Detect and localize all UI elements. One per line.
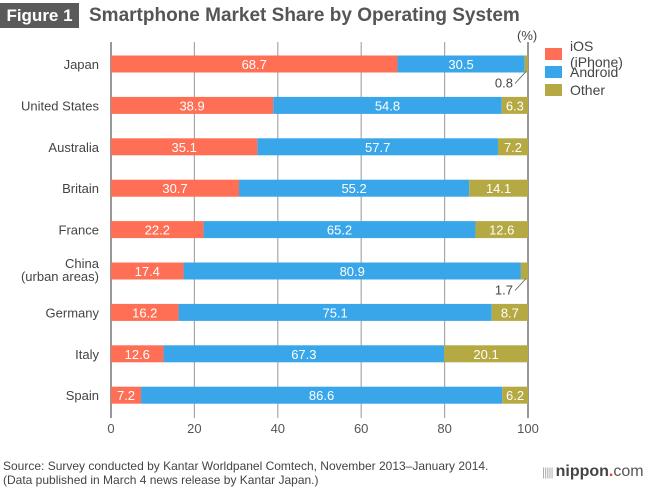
data-label: 7.2	[504, 140, 522, 155]
bar-segment-ios	[111, 345, 164, 363]
legend-swatch-other	[545, 84, 562, 96]
bar-segment-other	[444, 345, 528, 363]
bar-segment-other	[497, 138, 528, 156]
data-label-callout: 0.8	[495, 76, 513, 91]
data-label: 35.1	[172, 140, 197, 155]
unit-label: (%)	[517, 28, 538, 43]
x-tick-label: 80	[437, 421, 451, 436]
legend-swatch-ios	[545, 48, 562, 60]
category-label: Germany	[46, 305, 100, 320]
data-label-callout: 1.7	[495, 283, 513, 298]
data-label: 80.9	[340, 264, 365, 279]
data-label: 54.8	[375, 98, 400, 113]
data-label: 14.1	[486, 181, 511, 196]
data-label: 6.3	[506, 98, 524, 113]
legend-item-other: Other	[545, 81, 650, 99]
category-label: Australia	[48, 140, 99, 155]
bar-segment-other	[491, 303, 528, 321]
bar-segment-android	[239, 179, 470, 197]
bar-segment-ios	[111, 221, 204, 239]
bar-segment-android	[141, 386, 503, 404]
chart-title: Smartphone Market Share by Operating Sys…	[89, 5, 520, 26]
bar-segment-android	[163, 345, 445, 363]
data-label: 30.5	[448, 57, 473, 72]
x-tick-label: 60	[354, 421, 368, 436]
category-label: Japan	[64, 57, 99, 72]
x-tick-label: 100	[517, 421, 539, 436]
nippon-logo: ||||| nippon.com	[542, 463, 644, 480]
bar-segment-android	[183, 262, 521, 280]
data-label: 16.2	[132, 305, 157, 320]
data-label: 12.6	[489, 223, 514, 238]
data-label: 20.1	[473, 347, 498, 362]
legend-swatch-android	[545, 66, 562, 78]
bar-segment-other	[501, 96, 528, 114]
bar-segment-other	[524, 55, 528, 73]
data-label: 86.6	[309, 388, 334, 403]
category-label: France	[59, 223, 99, 238]
bar-segment-ios	[111, 262, 184, 280]
bar-segment-ios	[111, 303, 179, 321]
bar-segment-android	[273, 96, 502, 114]
bar-segment-other	[469, 179, 528, 197]
bar-segment-android	[203, 221, 476, 239]
data-label: 7.2	[117, 388, 135, 403]
data-label: 17.4	[135, 264, 160, 279]
callout-leader-line	[514, 278, 527, 291]
callout-leader-line	[514, 71, 527, 84]
bar-segment-ios	[111, 138, 258, 156]
bar-segment-other	[520, 262, 528, 280]
x-tick-label: 20	[187, 421, 201, 436]
data-label: 65.2	[327, 223, 352, 238]
source-line-1: Source: Survey conducted by Kantar World…	[3, 459, 489, 473]
data-label: 8.7	[501, 305, 519, 320]
bar-segment-ios	[111, 179, 240, 197]
category-label: Britain	[62, 181, 99, 196]
figure-label: Figure 1	[0, 3, 79, 28]
category-label: China (urban areas)	[21, 256, 100, 284]
category-label: United States	[21, 98, 100, 113]
bar-segment-other	[502, 386, 528, 404]
data-label: 57.7	[365, 140, 390, 155]
bar-segment-other	[475, 221, 528, 239]
legend-label-other: Other	[570, 82, 606, 98]
source-line-2: (Data published in March 4 news release …	[3, 473, 319, 487]
legend-label-android: Android	[570, 64, 619, 80]
data-label: 75.1	[322, 305, 347, 320]
logo-bars-icon: |||||	[542, 465, 554, 479]
data-label: 38.9	[179, 98, 204, 113]
bar-segment-android	[257, 138, 498, 156]
data-label: 12.6	[125, 347, 150, 362]
legend-label-ios: iOS (iPhone)	[569, 38, 623, 70]
bar-segment-android	[178, 303, 492, 321]
data-label: 6.2	[506, 388, 524, 403]
data-label: 22.2	[145, 223, 170, 238]
category-label: Spain	[66, 388, 99, 403]
legend: iOS (iPhone) Android Other	[545, 38, 650, 99]
bar-segment-android	[397, 55, 525, 73]
data-label: 30.7	[162, 181, 187, 196]
bar-segment-ios	[111, 386, 142, 404]
category-label: Italy	[75, 347, 99, 362]
source-note: Source: Survey conducted by Kantar World…	[3, 459, 488, 487]
x-tick-label: 0	[107, 421, 114, 436]
x-tick-label: 40	[271, 421, 285, 436]
bar-segment-ios	[111, 96, 274, 114]
legend-item-ios: iOS (iPhone)	[545, 38, 650, 70]
legend-item-android: Android	[545, 63, 650, 81]
data-label: 68.7	[242, 57, 267, 72]
data-label: 67.3	[291, 347, 316, 362]
bar-segment-ios	[111, 55, 398, 73]
data-label: 55.2	[341, 181, 366, 196]
